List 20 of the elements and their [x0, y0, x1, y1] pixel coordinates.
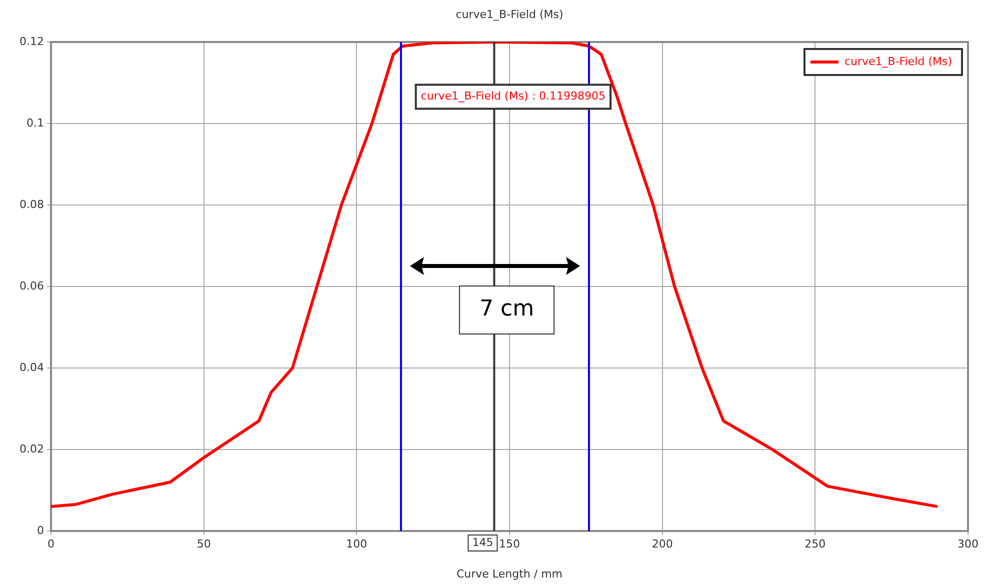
y-tick-label: 0.1 [26, 116, 44, 130]
x-tick-label: 50 [196, 537, 211, 550]
y-tick-label: 0.06 [20, 279, 44, 292]
annotation: curve1_B-Field (Ms) : 0.11998905 [420, 90, 606, 103]
ref-line-label: 145 [472, 536, 494, 549]
y-tick-label: 0.02 [20, 442, 44, 456]
x-tick-label: 100 [346, 537, 368, 550]
y-tick-label: 0 [37, 524, 44, 537]
x-tick-label: 200 [652, 537, 673, 550]
y-tick-label: 0.12 [20, 34, 44, 48]
x-tick-label: 300 [958, 537, 978, 550]
x-axis-title: Curve Length / mm [456, 567, 563, 580]
annotation: 7 cm [479, 296, 534, 322]
chart-title: curve1_B-Field (Ms) [456, 8, 564, 21]
x-tick-label: 150 [499, 537, 520, 550]
x-tick-label: 0 [48, 537, 54, 550]
legend-label: curve1_B-Field (Ms) [844, 54, 952, 68]
y-tick-label: 0.04 [20, 360, 44, 374]
x-tick-label: 250 [804, 537, 826, 550]
y-tick-label: 0.08 [20, 198, 44, 211]
